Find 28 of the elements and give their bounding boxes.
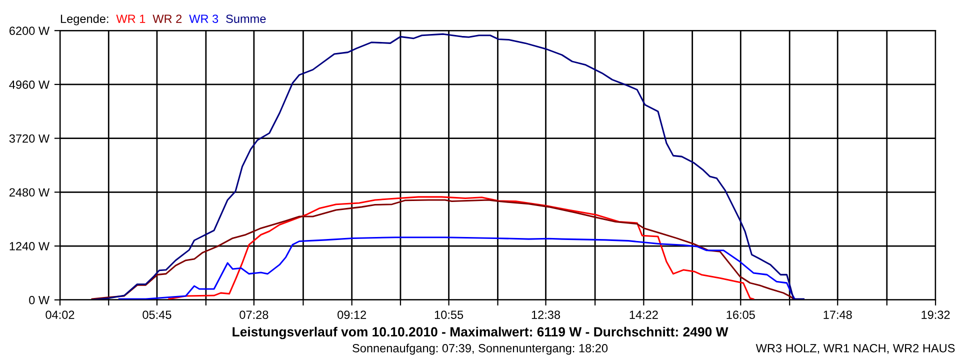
x-tick-label: 12:38: [532, 310, 560, 319]
y-tick-label: 0 W: [29, 296, 50, 304]
y-tick-label: 6200 W: [10, 26, 50, 35]
text: WR 2: [152, 14, 182, 23]
y-tick-label: 4960 W: [9, 80, 50, 89]
text: Sonnenaufgang: 07:39, Sonnenuntergang: 18:20: [352, 344, 608, 355]
line-series: [91, 33, 804, 300]
text: Leistungsverlauf vom 10.10.2010 - Maximalwert: 6119 W - Durchschnitt: 2490 W: [232, 326, 728, 340]
line-series: [168, 196, 754, 300]
x-tick-label: 14:22: [630, 310, 658, 319]
line-series: [91, 199, 794, 300]
x-tick-label: 07:28: [240, 310, 268, 319]
x-tick-label: 05:45: [142, 310, 172, 319]
text: WR3 HOLZ, WR1 NACH, WR2 HAUS: [756, 344, 955, 354]
line-series: [118, 236, 796, 300]
x-tick-label: 19:32: [922, 310, 950, 319]
y-tick-label: 1240 W: [10, 242, 50, 250]
x-tick-label: 09:12: [338, 310, 366, 319]
x-tick-label: 16:05: [726, 310, 755, 319]
text: Summe: [226, 14, 266, 23]
x-tick-label: 17:48: [824, 310, 852, 319]
text: WR 1: [116, 14, 146, 23]
legend-title: Legende:: [60, 14, 108, 26]
x-tick-label: 10:55: [434, 310, 464, 319]
y-tick-label: 2480 W: [9, 188, 50, 197]
x-tick-label: 04:02: [46, 310, 74, 319]
y-tick-label: 3720 W: [9, 134, 50, 143]
text: WR 3: [189, 14, 218, 23]
